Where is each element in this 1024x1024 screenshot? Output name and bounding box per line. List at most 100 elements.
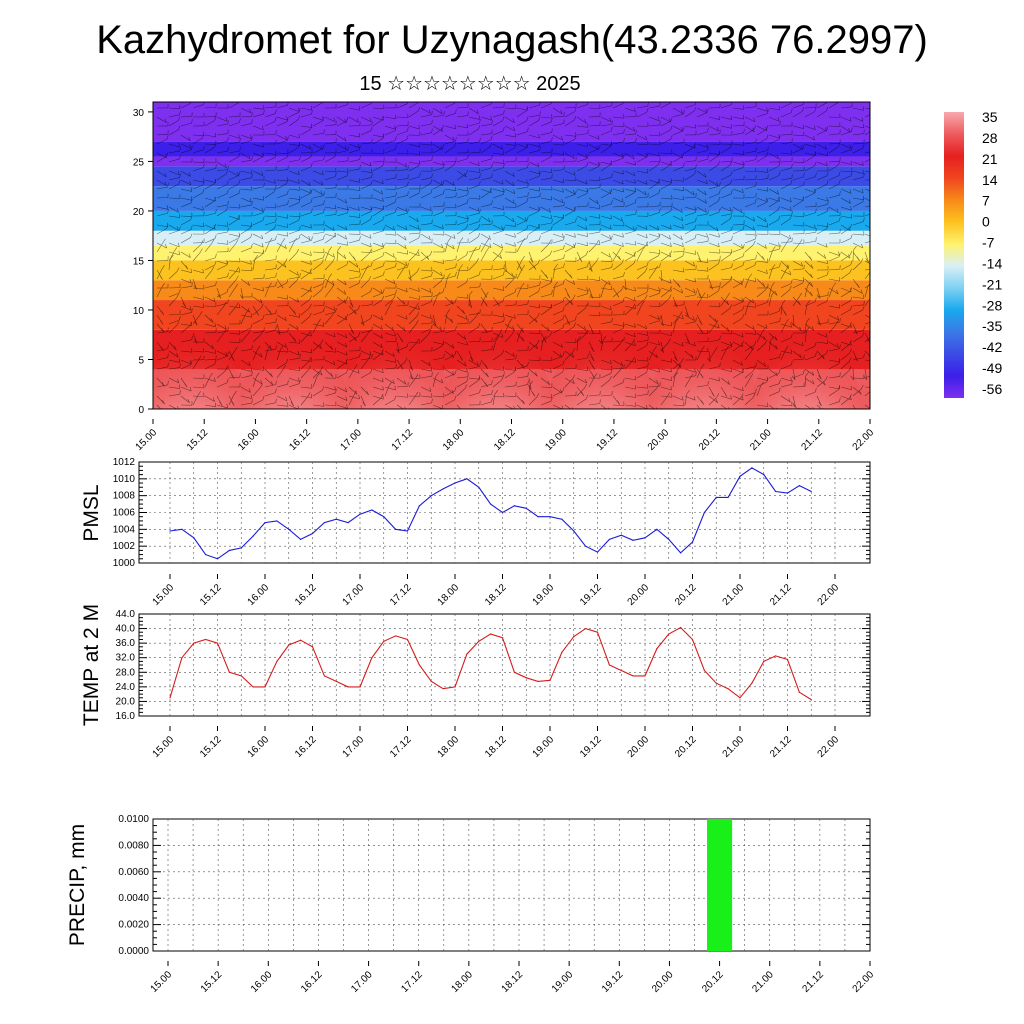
wind-barb xyxy=(768,209,779,217)
wind-barb-flag xyxy=(838,251,840,256)
wind-barb-flag xyxy=(695,208,697,213)
wind-barb-flag xyxy=(856,256,860,261)
temp-point xyxy=(727,688,729,690)
wind-barb-flag xyxy=(839,191,841,196)
wind-barb xyxy=(384,116,396,120)
wind-barb xyxy=(228,102,239,109)
wind-barb-flag xyxy=(560,389,563,394)
wind-barb xyxy=(216,323,227,330)
wind-barb xyxy=(384,385,390,397)
wind-barb xyxy=(648,293,660,298)
wind-barb xyxy=(420,269,432,272)
wind-barb-flag xyxy=(753,117,756,122)
wind-barb xyxy=(240,177,252,181)
wind-barb-flag xyxy=(299,226,301,231)
pmsl-point xyxy=(644,537,646,539)
wind-barb xyxy=(840,125,851,133)
wind-barb xyxy=(600,105,612,109)
wind-barb-flag xyxy=(591,356,595,361)
wind-barb xyxy=(528,224,540,229)
wind-barb-flag xyxy=(275,380,277,385)
wind-barb-flag xyxy=(464,362,467,367)
wind-barb xyxy=(372,287,383,294)
wind-barb-flag xyxy=(634,160,636,166)
wind-barb-flag xyxy=(753,240,756,245)
wind-barb-flag xyxy=(609,189,612,194)
wind-barb-flag xyxy=(428,109,431,114)
wind-barb xyxy=(696,251,702,263)
wind-barb-flag xyxy=(753,217,756,222)
wind-barb-flag xyxy=(634,187,636,192)
wind-barb xyxy=(828,401,840,406)
wind-barb-flag xyxy=(825,349,829,354)
wind-barb-flag xyxy=(392,226,395,231)
wind-barb xyxy=(252,318,263,325)
wind-barb-flag xyxy=(227,299,229,304)
wind-barb xyxy=(408,215,419,223)
wind-barb-flag xyxy=(860,289,863,294)
wind-barb-flag xyxy=(608,280,611,286)
wind-barb xyxy=(192,244,202,253)
wind-barb-flag xyxy=(287,136,289,141)
wind-barb xyxy=(576,340,578,352)
wind-barb-flag xyxy=(790,349,793,354)
wind-barb-flag xyxy=(238,152,241,157)
wind-barb xyxy=(672,350,678,362)
wind-barb-flag xyxy=(345,225,348,230)
wind-barb xyxy=(300,212,312,217)
wind-barb-flag xyxy=(762,282,766,287)
wind-barb-flag xyxy=(308,181,311,186)
wind-barb-flag xyxy=(632,155,635,160)
wind-barb-flag xyxy=(321,180,324,186)
wind-barb xyxy=(384,399,395,406)
wind-barb xyxy=(804,376,806,388)
wind-barb xyxy=(600,124,612,127)
wind-barb-flag xyxy=(431,128,433,133)
wind-barb-flag xyxy=(742,225,745,230)
wind-barb-flag xyxy=(670,331,672,336)
wind-barb xyxy=(324,251,335,258)
wind-barb-flag xyxy=(203,145,205,150)
wind-barb-flag xyxy=(695,371,697,376)
wind-barb xyxy=(156,186,168,190)
wind-barb-flag xyxy=(310,162,313,167)
wind-barb xyxy=(756,359,767,367)
wind-barb xyxy=(588,231,600,235)
wind-barb-flag xyxy=(215,164,217,169)
wind-barb xyxy=(480,368,489,378)
wind-barb xyxy=(564,326,575,334)
heatmap-band xyxy=(153,230,870,246)
wind-barb-flag xyxy=(262,314,265,320)
wind-barb xyxy=(396,260,408,267)
heatmap-band xyxy=(153,102,870,142)
wind-barb-flag xyxy=(681,216,684,221)
wind-barb xyxy=(300,224,312,229)
wind-barb xyxy=(312,343,322,352)
wind-barb-flag xyxy=(783,311,787,316)
wind-barb xyxy=(864,271,870,280)
wind-barb-flag xyxy=(214,234,217,239)
wind-barb xyxy=(564,188,575,195)
wind-barb xyxy=(528,134,540,139)
wind-barb-flag xyxy=(257,345,261,351)
wind-barb xyxy=(336,242,348,246)
wind-barb xyxy=(300,179,311,187)
wind-barb xyxy=(444,179,455,186)
wind-barb-flag xyxy=(686,338,690,344)
wind-barb-flag xyxy=(238,134,240,139)
wind-barb xyxy=(600,215,612,220)
wind-barb xyxy=(780,349,786,361)
wind-barb xyxy=(780,304,783,316)
wind-barb xyxy=(156,116,167,123)
wind-barb-flag xyxy=(227,200,229,205)
wind-barb-flag xyxy=(679,311,683,316)
wind-barb-flag xyxy=(584,383,587,389)
wind-barb-flag xyxy=(571,353,575,358)
pmsl-point xyxy=(763,474,765,476)
wind-barb xyxy=(612,343,622,352)
precip-xtick-label: 15.00 xyxy=(149,969,175,995)
wind-barb xyxy=(660,332,672,337)
wind-barb xyxy=(252,143,264,148)
wind-barb-flag xyxy=(392,379,395,384)
wind-barb-flag xyxy=(346,171,349,176)
